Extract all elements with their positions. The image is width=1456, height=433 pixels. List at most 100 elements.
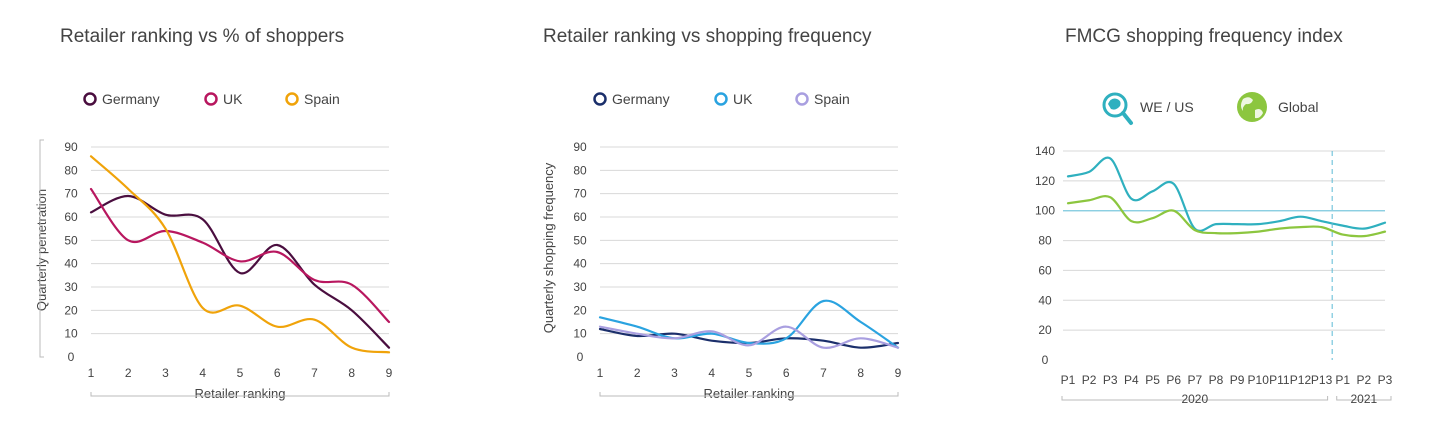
x-tick-label: 7: [311, 366, 318, 380]
y-axis-label: Quarterly penetration: [34, 189, 49, 311]
x-tick-label: P9: [1230, 373, 1245, 387]
y-tick-label: 10: [573, 327, 587, 341]
x-tick-label: P6: [1166, 373, 1181, 387]
frequency-chart: Retailer ranking vs shopping frequency R…: [541, 26, 902, 401]
period-label: 2020: [1181, 392, 1208, 406]
y-tick-label: 30: [573, 280, 587, 294]
series-line-global: [1066, 195, 1387, 238]
x-tick-label: 6: [783, 366, 790, 380]
legend-label: WE / US: [1140, 99, 1194, 115]
period-label: 2021: [1351, 392, 1378, 406]
x-tick-label: P3: [1378, 373, 1393, 387]
legend-item: Global: [1237, 92, 1318, 122]
y-tick-label: 0: [577, 350, 584, 364]
x-tick-label: 9: [895, 366, 902, 380]
x-tick-label: 8: [857, 366, 864, 380]
x-tick-label: 3: [162, 366, 169, 380]
series-line-uk: [598, 299, 900, 349]
y-tick-label: 30: [64, 280, 78, 294]
globe-icon: [1237, 92, 1267, 122]
y-tick-label: 50: [64, 233, 78, 247]
y-tick-label: 20: [64, 303, 78, 317]
legend-label: Global: [1278, 99, 1318, 115]
x-tick-label: P7: [1187, 373, 1202, 387]
series-line-spain: [598, 325, 900, 349]
y-tick-label: 50: [573, 233, 587, 247]
legend-ring-icon: [285, 92, 299, 106]
x-tick-label: 3: [671, 366, 678, 380]
y-tick-label: 20: [1038, 323, 1052, 337]
y-tick-label: 40: [573, 257, 587, 271]
x-tick-label: 1: [597, 366, 604, 380]
y-tick-label: 70: [573, 187, 587, 201]
legend-label: UK: [733, 91, 753, 107]
x-tick-label: 6: [274, 366, 281, 380]
magnifier-handle: [1121, 111, 1133, 125]
legend-item: Germany: [83, 91, 160, 107]
x-tick-label: P3: [1103, 373, 1118, 387]
y-tick-label: 90: [573, 140, 587, 154]
x-tick-label: P2: [1357, 373, 1372, 387]
chart-title: Retailer ranking vs shopping frequency: [543, 26, 872, 47]
legend-label: UK: [223, 91, 243, 107]
chart-title: Retailer ranking vs % of shoppers: [60, 26, 344, 47]
y-tick-label: 100: [1035, 204, 1055, 218]
x-tick-label: 5: [237, 366, 244, 380]
x-tick-label: P1: [1335, 373, 1350, 387]
x-tick-label: P10: [1248, 373, 1270, 387]
x-tick-label: 7: [820, 366, 827, 380]
period-group: 2021: [1336, 392, 1392, 406]
legend-ring-icon: [83, 92, 97, 106]
y-tick-label: 40: [64, 257, 78, 271]
y-tick-label: 80: [1038, 234, 1052, 248]
x-axis-label: Retailer ranking: [194, 386, 285, 401]
series-line-we-us: [1066, 156, 1387, 232]
y-tick-label: 120: [1035, 174, 1055, 188]
y-tick-label: 20: [573, 303, 587, 317]
legend-label: Germany: [102, 91, 160, 107]
legend-ring-icon: [714, 92, 728, 106]
europe-shape: [1108, 98, 1121, 110]
period-bracket: [1061, 396, 1329, 401]
x-tick-label: P12: [1290, 373, 1312, 387]
series-line-uk: [89, 187, 391, 324]
y-tick-label: 70: [64, 187, 78, 201]
series-line-germany: [89, 194, 391, 349]
x-tick-label: P13: [1311, 373, 1333, 387]
y-tick-label: 0: [1042, 353, 1049, 367]
x-tick-label: P2: [1082, 373, 1097, 387]
x-tick-label: 2: [125, 366, 132, 380]
x-tick-label: P1: [1061, 373, 1076, 387]
x-tick-label: 5: [746, 366, 753, 380]
y-tick-label: 60: [1038, 263, 1052, 277]
x-axis-bracket: [90, 392, 390, 397]
y-tick-label: 90: [64, 140, 78, 154]
x-tick-label: P4: [1124, 373, 1139, 387]
y-tick-label: 0: [68, 350, 75, 364]
period-group: 2020: [1061, 392, 1329, 406]
y-tick-label: 40: [1038, 293, 1052, 307]
x-tick-label: 2: [634, 366, 641, 380]
y-axis-bracket: [39, 139, 44, 358]
legend-label: Spain: [304, 91, 340, 107]
y-tick-label: 140: [1035, 144, 1055, 158]
legend-item: Germany: [593, 91, 670, 107]
legend-item: WE / US: [1102, 92, 1194, 125]
x-tick-label: P5: [1145, 373, 1160, 387]
magnifier-ring: [1102, 92, 1128, 118]
legend-ring-icon: [593, 92, 607, 106]
legend-ring-icon: [795, 92, 809, 106]
legend-item: UK: [204, 91, 243, 107]
legend-item: Spain: [285, 91, 340, 107]
x-tick-label: 8: [348, 366, 355, 380]
y-tick-label: 60: [64, 210, 78, 224]
x-tick-label: 9: [386, 366, 393, 380]
penetration-chart: Retailer ranking vs % of shoppers Retail…: [34, 26, 393, 401]
series-line-spain: [89, 155, 391, 354]
y-tick-label: 60: [573, 210, 587, 224]
y-tick-label: 80: [573, 163, 587, 177]
legend-label: Spain: [814, 91, 850, 107]
legend-item: UK: [714, 91, 753, 107]
x-tick-label: 1: [88, 366, 95, 380]
legend-item: Spain: [795, 91, 850, 107]
